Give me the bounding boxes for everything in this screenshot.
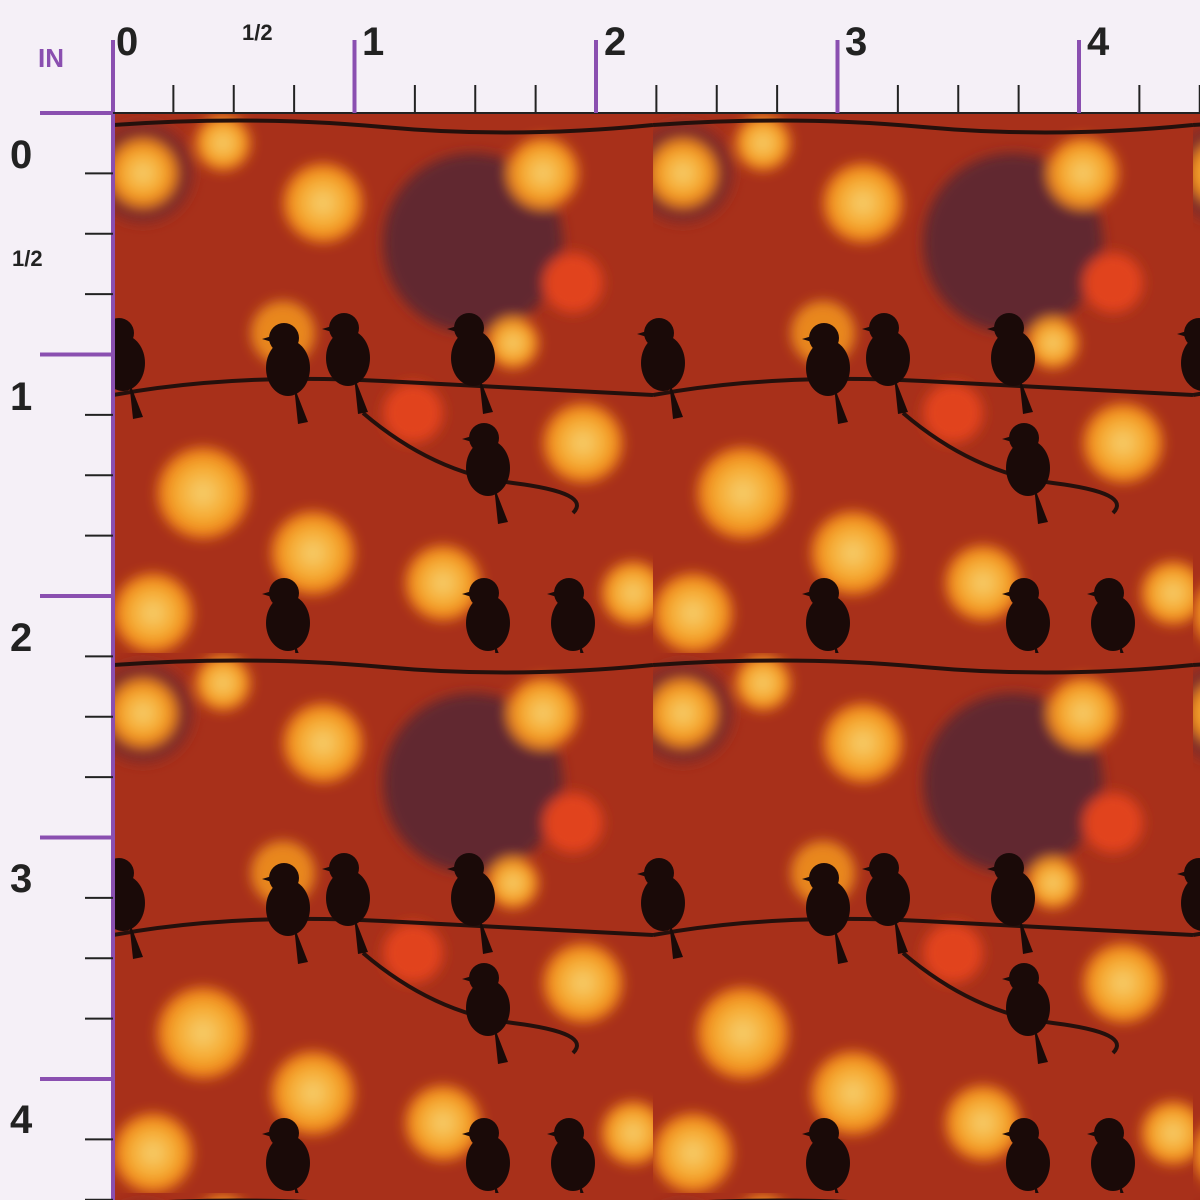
left-label: 2 [10,616,32,660]
top-label: 1/2 [242,20,273,45]
left-label: 1 [10,375,32,419]
top-label: 3 [845,20,867,64]
ruler-unit: IN [38,43,64,73]
fabric-print [113,113,1200,1200]
left-label: 1/2 [12,246,43,271]
top-label: 1 [362,20,384,64]
top-label: 0 [116,20,138,64]
left-label: 4 [10,1098,33,1142]
left-label: 0 [10,133,32,177]
left-label: 3 [10,857,32,901]
top-label: 4 [1087,20,1110,64]
top-label: 2 [604,20,626,64]
